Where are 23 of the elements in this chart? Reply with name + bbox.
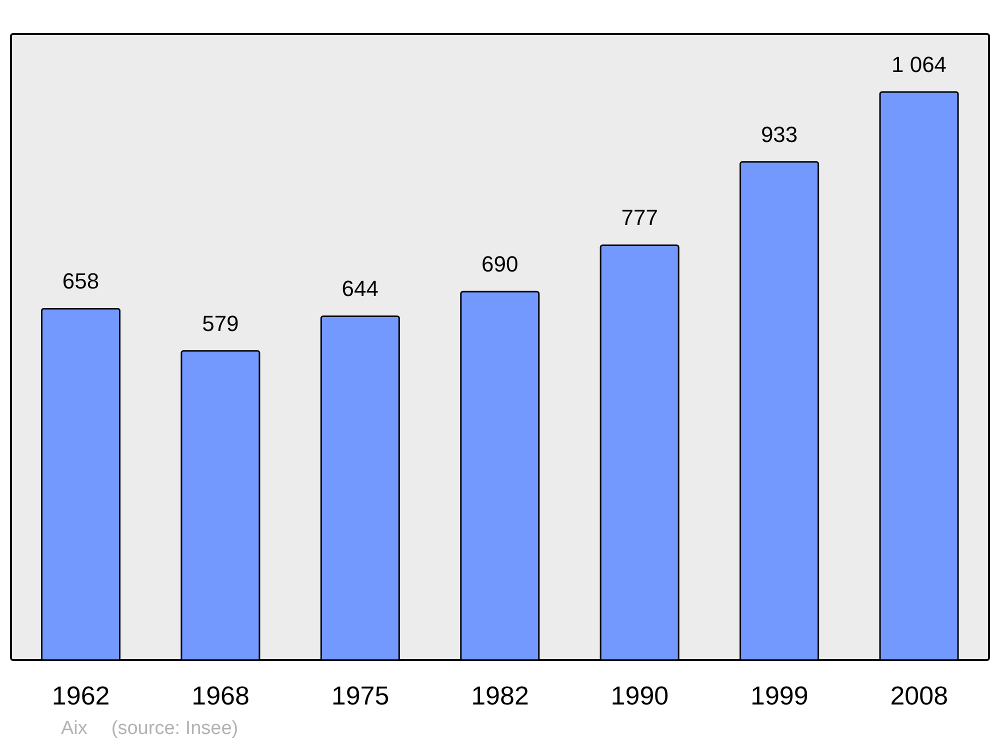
data-label: 933 [760, 122, 798, 147]
bar [740, 161, 820, 661]
x-tick-label: 1982 [471, 680, 529, 710]
x-tick-label: 1968 [192, 680, 250, 710]
data-label: 690 [482, 252, 518, 277]
bar [879, 91, 959, 661]
bar [320, 315, 400, 661]
bar [180, 350, 260, 661]
data-label: 579 [202, 310, 239, 336]
x-tick-label: 2008 [890, 680, 948, 710]
data-label: 658 [62, 268, 100, 294]
data-label: 777 [621, 205, 658, 230]
data-label: 644 [342, 276, 379, 302]
x-tick-label: 1962 [52, 680, 110, 710]
bar [40, 308, 120, 661]
text: Aix [61, 718, 88, 739]
data-label: 1 064 [891, 52, 947, 77]
text: (source: Insee) [111, 718, 238, 739]
bar [600, 244, 680, 661]
x-tick-label: 1990 [610, 680, 669, 710]
x-tick-label: 1975 [331, 680, 390, 710]
bar [460, 290, 540, 661]
x-tick-label: 1999 [750, 680, 808, 710]
